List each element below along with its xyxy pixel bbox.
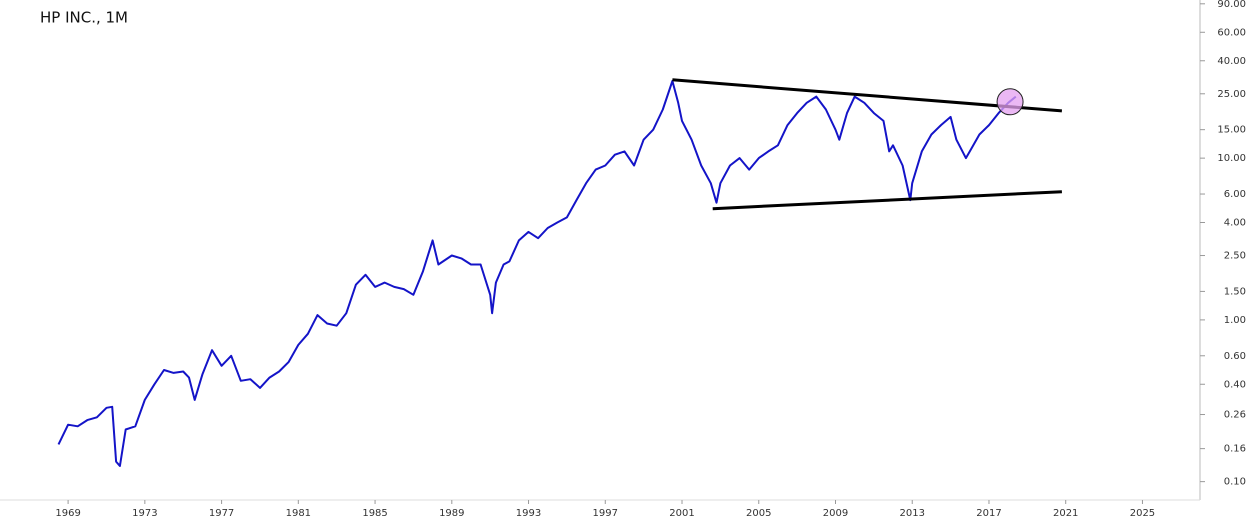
x-tick-label: 2025 (1130, 508, 1155, 519)
x-tick-label: 2009 (823, 508, 848, 519)
y-tick-label: 0.16 (1224, 444, 1246, 455)
x-tick-label: 1985 (362, 508, 387, 519)
x-tick-label: 2021 (1053, 508, 1078, 519)
y-tick-label: 4.00 (1224, 218, 1246, 229)
x-tick-label: 2005 (746, 508, 771, 519)
y-tick-label: 15.00 (1217, 125, 1246, 136)
y-tick-label: 1.00 (1224, 315, 1246, 326)
trendline (712, 190, 1062, 211)
y-tick-label: 25.00 (1217, 89, 1246, 100)
price-line (57, 80, 1017, 467)
y-tick-label: 60.00 (1217, 27, 1246, 38)
y-tick-label: 0.10 (1224, 477, 1246, 488)
y-tick-label: 6.00 (1224, 189, 1246, 200)
x-tick-label: 2013 (900, 508, 925, 519)
y-tick-label: 1.50 (1224, 286, 1246, 297)
y-tick-label: 0.60 (1224, 351, 1246, 362)
x-tick-label: 1993 (516, 508, 541, 519)
y-tick-label: 10.00 (1217, 153, 1246, 164)
x-tick-label: 1989 (439, 508, 464, 519)
y-tick-label: 90.00 (1217, 0, 1246, 10)
x-tick-label: 1977 (209, 508, 234, 519)
highlight-circle (996, 88, 1024, 116)
x-tick-label: 2001 (669, 508, 694, 519)
x-tick-label: 1973 (132, 508, 157, 519)
y-tick-label: 2.50 (1224, 251, 1246, 262)
x-tick-label: 1981 (286, 508, 311, 519)
chart-title: HP INC., 1M (40, 9, 128, 27)
trendline (672, 78, 1063, 113)
x-tick-label: 2017 (976, 508, 1001, 519)
y-tick-label: 0.26 (1224, 410, 1246, 421)
y-tick-label: 40.00 (1217, 56, 1246, 67)
y-tick-label: 0.40 (1224, 379, 1246, 390)
x-tick-label: 1969 (55, 508, 80, 519)
x-tick-label: 1997 (593, 508, 618, 519)
